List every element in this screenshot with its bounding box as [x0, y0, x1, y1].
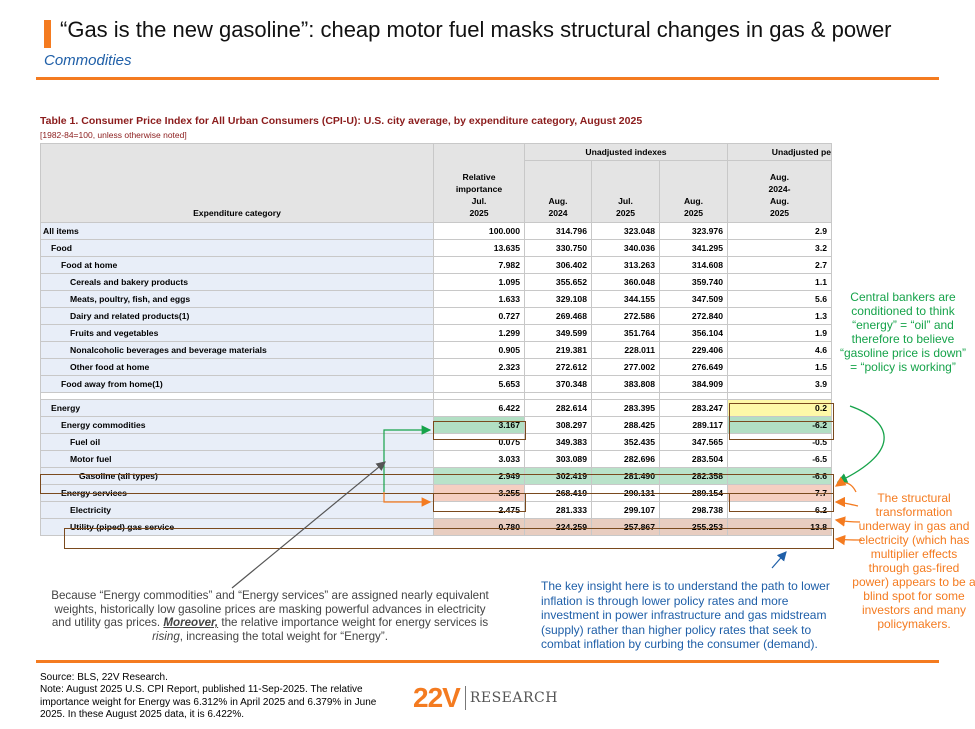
table-row: Energy commodities 3.167 308.297 288.425…	[40, 416, 832, 434]
table-row: Food away from home(1) 5.653 370.348 383…	[40, 375, 832, 393]
table-row: Other food at home 2.323 272.612 277.002…	[40, 358, 832, 376]
col-group-indexes: Unadjusted indexes	[524, 143, 728, 161]
cpi-table: Expenditure category Relative importance J…	[40, 143, 832, 536]
table-row: Nonalcoholic beverages and beverage mate…	[40, 341, 832, 359]
table-subtitle: [1982-84=100, unless otherwise noted]	[40, 130, 187, 140]
22v-research-logo: 22V RESEARCH	[413, 682, 558, 713]
table-row: Electricity 2.475 281.333 299.107 298.73…	[40, 501, 832, 519]
table-row: Cereals and bakery products 1.095 355.65…	[40, 273, 832, 291]
table-row: Motor fuel 3.033 303.089 282.696 283.504…	[40, 450, 832, 468]
col-header-category: Expenditure category	[40, 143, 434, 223]
energy-services-weight: 3.255	[433, 484, 525, 502]
energy-pct-highlight: 0.2	[727, 399, 832, 417]
col-group-pct: Unadjusted pe	[727, 143, 832, 161]
header-divider	[36, 77, 939, 80]
section-label: Commodities	[44, 52, 132, 69]
table-row: Energy 6.422 282.614 283.395 283.247 0.2	[40, 399, 832, 417]
col-header-aug2025: Aug. 2025	[659, 160, 728, 223]
table-row: Energy services 3.255 268.419 290.131 28…	[40, 484, 832, 502]
table-row: Food at home 7.982 306.402 313.263 314.6…	[40, 256, 832, 274]
table-row: Food 13.635 330.750 340.036 341.295 3.2	[40, 239, 832, 257]
col-header-relative: Relative importance Jul. 2025	[433, 143, 525, 223]
title-accent-bar	[44, 20, 51, 48]
blue-arrow	[771, 551, 787, 569]
table-row: Fruits and vegetables 1.299 349.599 351.…	[40, 324, 832, 342]
structural-transformation-note: The structural transformation underway i…	[852, 491, 975, 631]
table-row: Dairy and related products(1) 0.727 269.…	[40, 307, 832, 325]
page-title: “Gas is the new gasoline”: cheap motor f…	[60, 17, 892, 42]
central-bankers-note: Central bankers are conditioned to think…	[839, 290, 967, 374]
table-row-gasoline: Gasoline (all types) 2.949 302.419 281.4…	[40, 467, 832, 485]
col-header-pct: Aug. 2024- Aug. 2025	[727, 160, 832, 223]
table-spacer-row	[40, 392, 832, 400]
table-row: Fuel oil 0.075 349.383 352.435 347.565 -…	[40, 433, 832, 451]
col-header-aug2024: Aug. 2024	[524, 160, 592, 223]
table-row: Meats, poultry, fish, and eggs 1.633 329…	[40, 290, 832, 308]
key-insight-note: The key insight here is to understand th…	[541, 579, 830, 651]
source-note: Source: BLS, 22V Research. Note: August …	[40, 672, 377, 721]
table-row: All items 100.000 314.796 323.048 323.97…	[40, 222, 832, 240]
energy-commodities-weight: 3.167	[433, 416, 525, 434]
weights-explanation-note: Because “Energy commodities” and “Energy…	[51, 589, 489, 643]
footer-divider	[36, 660, 939, 663]
col-header-jul2025: Jul. 2025	[591, 160, 660, 223]
table-title: Table 1. Consumer Price Index for All Ur…	[40, 115, 643, 127]
table-row-utility-gas: Utility (piped) gas service 0.780 224.25…	[40, 518, 832, 536]
